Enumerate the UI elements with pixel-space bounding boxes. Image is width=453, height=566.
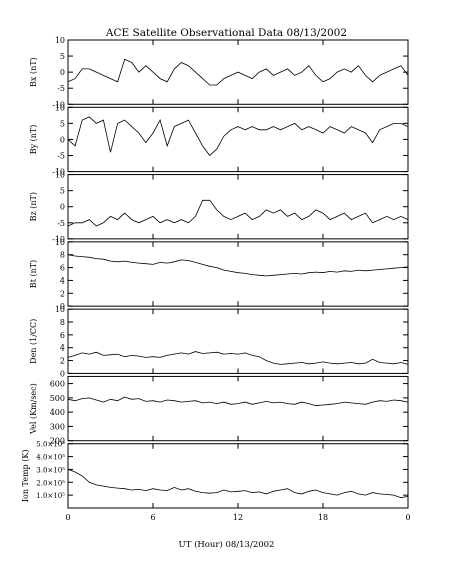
panel-frame	[67, 174, 409, 240]
y-tick-label: -5	[57, 84, 65, 93]
x-tick-label: 0	[65, 513, 70, 522]
y-tick-label: 10	[55, 305, 65, 314]
panel-frame	[67, 375, 409, 442]
y-tick-label: 2	[60, 357, 65, 366]
y-tick-label: 10	[55, 171, 65, 180]
y-tick-label: 8	[60, 251, 65, 260]
y-tick-label: 4	[60, 344, 65, 353]
y-tick-label: -5	[57, 152, 65, 161]
y-tick-label: 8	[60, 318, 65, 327]
y-tick-label: 4.0×10⁵	[36, 454, 65, 462]
series-line	[67, 254, 409, 277]
y-tick-label: 5	[60, 52, 65, 61]
y-tick-label: 300	[50, 422, 65, 431]
panel-frame	[67, 241, 409, 307]
y-tick-label: 500	[50, 394, 65, 403]
y-tick-label: -10	[52, 168, 65, 177]
y-axis-label: By (nT)	[29, 125, 38, 155]
y-tick-label: 200	[50, 437, 65, 446]
y-tick-label: 6	[60, 331, 65, 340]
y-axis-label: Bt (nT)	[29, 260, 38, 288]
y-tick-label: 10	[55, 36, 65, 45]
y-tick-label: 3.0×10⁵	[36, 466, 65, 474]
y-tick-label: 0	[60, 68, 65, 77]
panel-frame	[67, 443, 409, 509]
y-tick-label: 10	[55, 103, 65, 112]
series-line	[67, 116, 409, 157]
x-tick-label: 18	[318, 513, 328, 522]
y-tick-label: -5	[57, 219, 65, 228]
y-tick-label: 4	[60, 276, 65, 285]
series-line	[67, 58, 409, 86]
chart-title: ACE Satellite Observational Data 08/13/2…	[105, 27, 348, 39]
y-tick-label: 0	[60, 302, 65, 311]
y-axis-label: Vel (Km/sec)	[29, 383, 38, 435]
y-tick-label: 1.0×10⁵	[36, 492, 65, 500]
y-tick-label: 600	[50, 380, 65, 389]
y-tick-label: 0	[60, 369, 65, 378]
x-tick-label: 6	[150, 513, 155, 522]
y-tick-label: 2.0×10⁵	[36, 479, 65, 487]
x-tick-label: 0	[405, 513, 410, 522]
series-line	[67, 351, 409, 365]
series-line	[67, 469, 409, 499]
y-axis-label: Bz (nT)	[29, 192, 38, 221]
y-tick-label: 2	[60, 289, 65, 298]
y-tick-label: 5	[60, 119, 65, 128]
y-axis-label: Bx (nT)	[29, 57, 38, 87]
y-axis-label: Ion Temp (K)	[21, 450, 30, 503]
series-line	[67, 199, 409, 227]
y-tick-label: 10	[55, 238, 65, 247]
x-axis-label: UT (Hour) 08/13/2002	[178, 540, 275, 550]
y-tick-label: 0	[60, 203, 65, 212]
y-tick-label: 5.0×10⁵	[36, 441, 65, 449]
y-tick-label: 0	[60, 135, 65, 144]
y-tick-label: 400	[50, 408, 65, 417]
y-tick-label: 5	[60, 187, 65, 196]
y-axis-label: Den (1/CC)	[29, 319, 38, 364]
y-tick-label: -10	[52, 235, 65, 244]
y-tick-label: -10	[52, 100, 65, 109]
y-tick-label: 6	[60, 264, 65, 273]
series-line	[67, 396, 409, 407]
panel-frame	[67, 106, 409, 173]
x-tick-label: 12	[233, 513, 243, 522]
